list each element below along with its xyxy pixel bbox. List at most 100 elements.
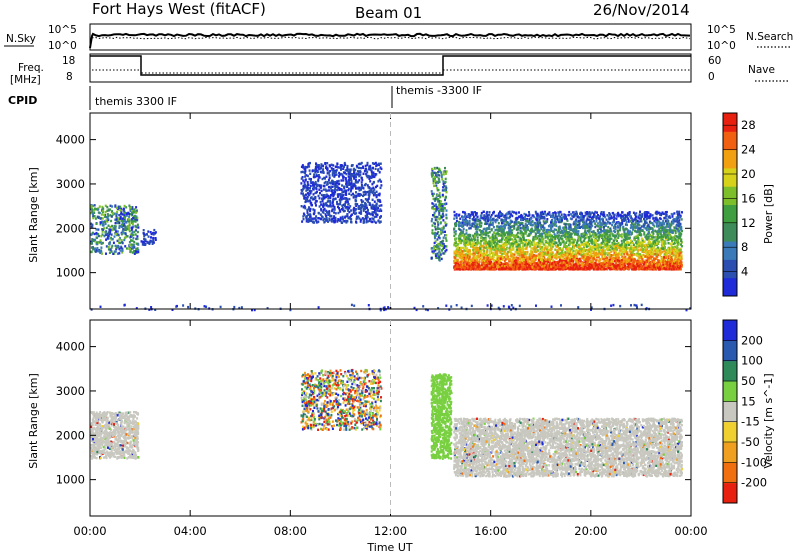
data-cell (351, 164, 354, 167)
data-cell (304, 207, 307, 210)
data-cell (128, 222, 131, 225)
data-cell (434, 222, 436, 225)
data-cell (150, 236, 152, 239)
data-cell (315, 175, 318, 178)
data-cell (651, 214, 654, 217)
data-cell (434, 228, 437, 231)
data-cell (443, 185, 446, 188)
data-cell (325, 189, 328, 193)
data-cell (307, 208, 310, 211)
data-cell (367, 200, 370, 204)
data-cell (515, 240, 518, 244)
data-cell (637, 242, 640, 246)
data-cell (333, 211, 336, 214)
data-cell (363, 193, 365, 197)
data-cell (444, 198, 446, 202)
data-cell (435, 209, 437, 213)
data-cell (438, 203, 441, 206)
data-cell (344, 163, 347, 167)
data-cell (318, 167, 321, 171)
data-cell (326, 182, 329, 186)
data-cell (458, 241, 461, 245)
data-cell (310, 203, 313, 207)
data-cell (444, 237, 447, 240)
data-cell (563, 213, 566, 216)
data-cell (570, 258, 573, 261)
data-cell (431, 192, 434, 196)
data-cell (104, 204, 107, 207)
data-cell (340, 194, 343, 197)
data-cell (107, 234, 110, 237)
data-cell (478, 265, 481, 269)
data-cell (132, 225, 135, 228)
data-cell (311, 221, 314, 224)
data-cell (369, 190, 372, 194)
data-cell (313, 182, 316, 185)
data-cell (113, 235, 116, 238)
data-cell (643, 231, 646, 234)
data-cell (120, 225, 122, 228)
data-cell (308, 213, 311, 217)
data-cell (559, 247, 562, 250)
data-cell (305, 215, 308, 218)
data-cell (431, 175, 434, 178)
data-cell (437, 227, 440, 231)
data-cell (626, 223, 628, 227)
data-cell (455, 215, 458, 218)
data-cell (97, 234, 100, 238)
data-cell (371, 162, 374, 165)
data-cell (436, 187, 439, 190)
data-cell (306, 188, 309, 191)
data-cell (308, 169, 311, 172)
data-cell (643, 263, 645, 266)
data-cell (372, 167, 374, 170)
noise-tick-top-left: 10^5 (48, 24, 77, 36)
data-cell (309, 196, 312, 200)
data-cell (317, 179, 320, 183)
data-cell (368, 202, 371, 205)
data-cell (317, 164, 320, 167)
data-cell (523, 258, 526, 261)
data-cell (431, 250, 434, 253)
data-cell (345, 198, 348, 202)
data-cell (659, 248, 662, 251)
data-cell (310, 190, 313, 193)
data-cell (441, 249, 444, 252)
data-cell (442, 243, 445, 246)
data-cell (303, 213, 306, 217)
data-cell (329, 195, 332, 198)
data-cell (621, 211, 623, 214)
data-cell (334, 218, 337, 221)
data-cell (342, 179, 345, 182)
data-cell (335, 184, 338, 188)
data-cell (133, 230, 136, 233)
data-cell (526, 214, 529, 217)
data-cell (318, 175, 321, 179)
data-cell (309, 207, 312, 211)
data-cell (148, 242, 151, 245)
data-cell (375, 164, 378, 167)
data-cell (99, 223, 102, 226)
data-cell (373, 205, 376, 208)
data-cell (615, 243, 618, 246)
data-cell (304, 172, 307, 175)
data-cell (131, 231, 134, 234)
data-cell (522, 224, 525, 228)
data-cell (469, 224, 472, 227)
data-cell (445, 245, 448, 248)
data-cell (439, 217, 442, 220)
data-cell (123, 216, 126, 219)
data-cell (301, 164, 304, 167)
data-cell (649, 213, 652, 216)
data-cell (364, 183, 366, 187)
data-cell (106, 237, 109, 240)
data-cell (490, 223, 493, 226)
noise-search-trace (91, 36, 691, 40)
data-cell (434, 225, 437, 228)
data-cell (332, 170, 335, 173)
data-cell (337, 193, 340, 196)
data-cell (374, 211, 377, 215)
data-cell (436, 221, 439, 224)
data-cell (322, 188, 325, 191)
data-cell (486, 214, 489, 218)
